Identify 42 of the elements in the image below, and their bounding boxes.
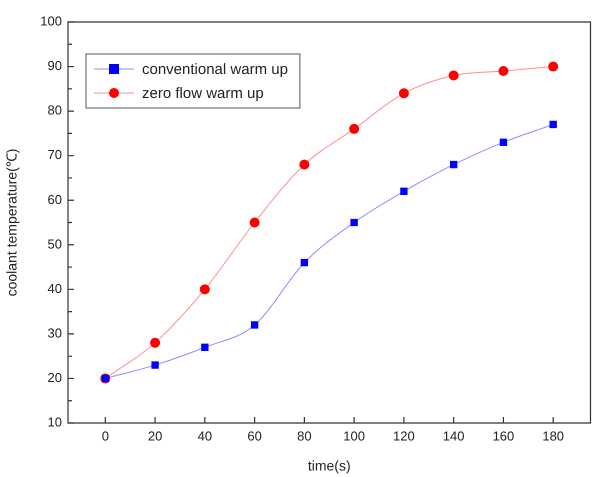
x-tick-label: 80 [297,428,312,444]
y-tick-label: 40 [48,280,62,296]
point [400,188,408,195]
y-tick-label: 50 [48,236,62,252]
point [448,70,459,80]
y-tick-label: 90 [48,58,62,74]
x-tick-label: 120 [393,428,415,444]
x-tick-label: 20 [148,428,162,444]
x-axis-title: time(s) [308,457,351,474]
x-tick-label: 60 [247,428,262,444]
legend-label: conventional warm up [142,61,288,78]
point [500,138,508,146]
y-tick-label: 20 [48,370,62,386]
y-tick-label: 100 [40,14,62,29]
point [150,338,160,348]
y-axis-title: coolant temperature(℃) [3,148,20,296]
point [250,218,260,228]
x-tick-label: 180 [542,428,564,444]
point [450,160,458,168]
point [350,218,358,226]
point [151,361,159,369]
x-tick-label: 160 [492,428,514,444]
point [549,120,557,128]
point [250,321,258,329]
point [299,160,310,170]
x-tick-label: 0 [102,428,109,444]
point [548,62,558,72]
y-tick-label: 30 [48,325,62,340]
point [398,88,409,98]
point [200,284,210,294]
x-tick-label: 40 [198,428,212,444]
point [349,124,360,134]
point [498,66,508,76]
y-tick-label: 70 [48,147,62,162]
x-tick-label: 140 [442,428,465,444]
point [300,258,308,266]
point [201,344,209,351]
y-tick-label: 80 [48,102,62,118]
legend-label: zero flow warm up [142,85,264,102]
y-tick-label: 60 [48,192,62,207]
y-tick-label: 10 [48,414,62,430]
x-tick-label: 100 [343,428,365,444]
